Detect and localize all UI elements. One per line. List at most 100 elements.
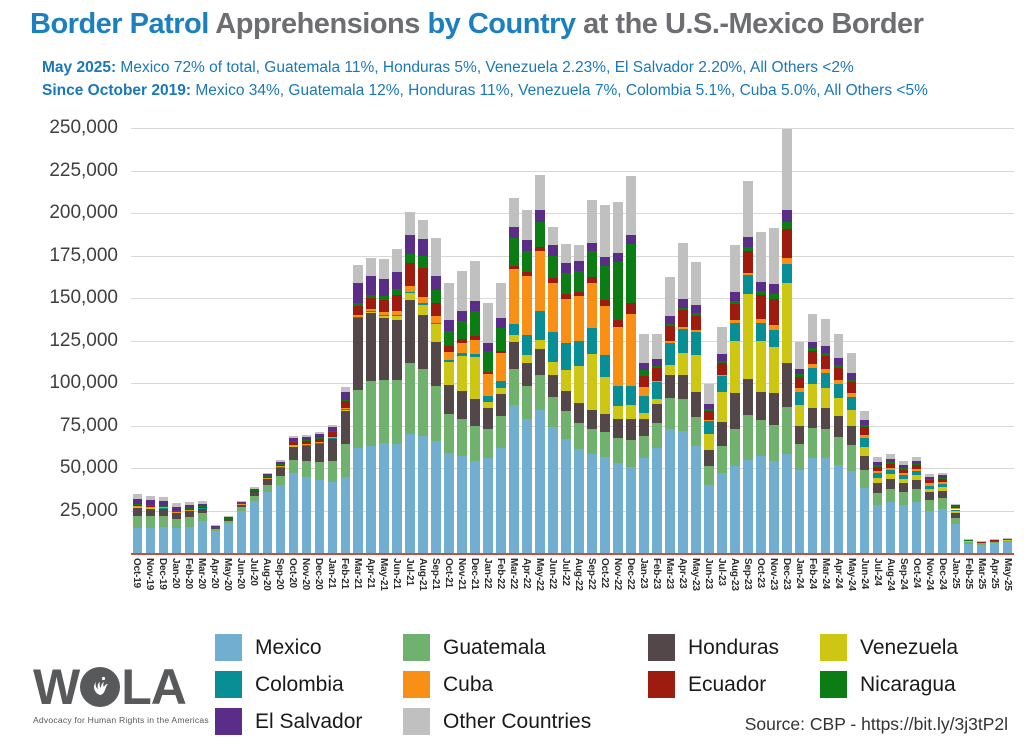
bar-Jul-22: [561, 128, 571, 553]
bar-segment-guatemala: [340, 444, 350, 477]
bar-Mar-24: [820, 128, 831, 553]
x-axis-label: Apr-25: [988, 558, 1000, 589]
bar-segment-colombia: [937, 483, 948, 488]
x-axis-label: Jan-22: [482, 558, 494, 589]
bar-segment-guatemala: [262, 484, 273, 492]
bar-segment-nicaragua: [444, 330, 454, 346]
bar-segment-honduras: [600, 414, 610, 433]
bar-segment-guatemala: [353, 389, 363, 448]
bar-segment-mexico: [743, 459, 753, 553]
bar-segment-cuba: [911, 469, 922, 472]
bar-segment-cuba: [366, 308, 376, 312]
bar-segment-other-countries: [782, 128, 792, 211]
bar-segment-guatemala: [885, 488, 896, 502]
bar-segment-mexico: [366, 445, 376, 553]
bar-segment-other-countries: [301, 434, 312, 437]
bar-segment-nicaragua: [833, 364, 844, 368]
bar-segment-mexico: [898, 504, 909, 553]
bar-segment-el-salvador: [431, 276, 441, 290]
bar-segment-venezuela: [950, 511, 961, 514]
bar-segment-guatemala: [483, 428, 493, 458]
bar-segment-el-salvador: [210, 525, 221, 527]
legend-item-mexico: Mexico: [215, 634, 322, 661]
bar-segment-el-salvador: [911, 460, 922, 465]
bar-segment-other-countries: [223, 516, 234, 517]
bar-segment-nicaragua: [924, 479, 935, 481]
bar-segment-guatemala: [236, 506, 247, 511]
bar-segment-mexico: [548, 427, 558, 553]
bar-segment-mexico: [262, 491, 273, 553]
bar-segment-venezuela: [794, 405, 805, 426]
bar-Nov-22: [613, 128, 623, 553]
bar-segment-colombia: [626, 386, 636, 405]
bar-segment-mexico: [145, 527, 156, 553]
bar-segment-honduras: [924, 492, 935, 500]
bar-segment-honduras: [444, 384, 454, 414]
bar-segment-nicaragua: [548, 256, 558, 279]
legend-swatch: [820, 634, 847, 661]
bar-segment-mexico: [392, 444, 402, 553]
bar-segment-mexico: [859, 488, 870, 553]
bar-segment-guatemala: [574, 422, 584, 450]
bar-segment-other-countries: [470, 260, 480, 301]
bar-segment-venezuela: [535, 340, 545, 349]
bar-segment-guatemala: [171, 519, 182, 529]
bar-segment-honduras: [210, 527, 221, 529]
bar-segment-cuba: [782, 258, 792, 264]
bar-segment-mexico: [314, 479, 325, 553]
bar-segment-guatemala: [626, 439, 636, 468]
y-axis-label: 150,000: [49, 287, 118, 308]
bar-segment-cuba: [379, 311, 389, 316]
bar-segment-other-countries: [794, 341, 805, 370]
bar-segment-venezuela: [717, 391, 727, 423]
bar-segment-other-countries: [418, 219, 428, 240]
bar-segment-nicaragua: [496, 327, 506, 351]
bar-Feb-22: [496, 128, 506, 553]
bar-segment-mexico: [353, 447, 363, 553]
bar-segment-honduras: [483, 407, 493, 429]
bar-segment-venezuela: [574, 366, 584, 404]
bar-segment-guatemala: [132, 515, 143, 528]
bar-segment-venezuela: [639, 412, 649, 419]
bar-segment-nicaragua: [587, 251, 597, 278]
bar-segment-ecuador: [171, 510, 182, 512]
bar-segment-other-countries: [924, 473, 935, 477]
bar-Jun-20: [236, 128, 247, 553]
bar-segment-el-salvador: [872, 462, 883, 466]
bar-segment-honduras: [132, 506, 143, 516]
bar-segment-mexico: [379, 442, 389, 553]
bar-segment-el-salvador: [820, 346, 831, 353]
bar-segment-venezuela: [444, 362, 454, 385]
bar-segment-venezuela: [418, 304, 428, 315]
bar-segment-honduras: [794, 425, 805, 445]
bar-segment-el-salvador: [366, 275, 376, 295]
bar-segment-guatemala: [950, 517, 961, 525]
bar-segment-honduras: [223, 518, 234, 521]
bar-Nov-23: [769, 128, 779, 553]
bar-segment-mexico: [483, 457, 493, 553]
x-axis-line: [131, 553, 1014, 555]
bar-segment-nicaragua: [691, 313, 701, 316]
bar-Dec-22: [626, 128, 636, 553]
bar-segment-cuba: [158, 507, 169, 508]
bar-segment-ecuador: [898, 469, 909, 474]
bar-segment-el-salvador: [574, 261, 584, 271]
bar-segment-mexico: [1002, 542, 1013, 553]
bar-segment-mexico: [639, 457, 649, 553]
x-axis-label: Feb-20: [183, 558, 195, 590]
x-axis-label: Jun-23: [702, 558, 714, 590]
bar-segment-other-countries: [210, 525, 221, 526]
bar-segment-mexico: [301, 476, 312, 553]
bar-segment-guatemala: [924, 499, 935, 511]
bar-segment-ecuador: [678, 309, 688, 327]
bar-segment-guatemala: [223, 520, 234, 524]
x-axis-label: Jun-21: [391, 558, 403, 590]
bar-segment-el-salvador: [288, 437, 299, 442]
bar-segment-guatemala: [600, 432, 610, 457]
bar-segment-venezuela: [652, 399, 662, 405]
bar-segment-cuba: [145, 506, 156, 508]
bar-segment-mexico: [132, 527, 143, 553]
bar-Dec-23: [782, 128, 792, 553]
bar-segment-other-countries: [704, 383, 714, 405]
bar-segment-cuba: [353, 315, 363, 317]
